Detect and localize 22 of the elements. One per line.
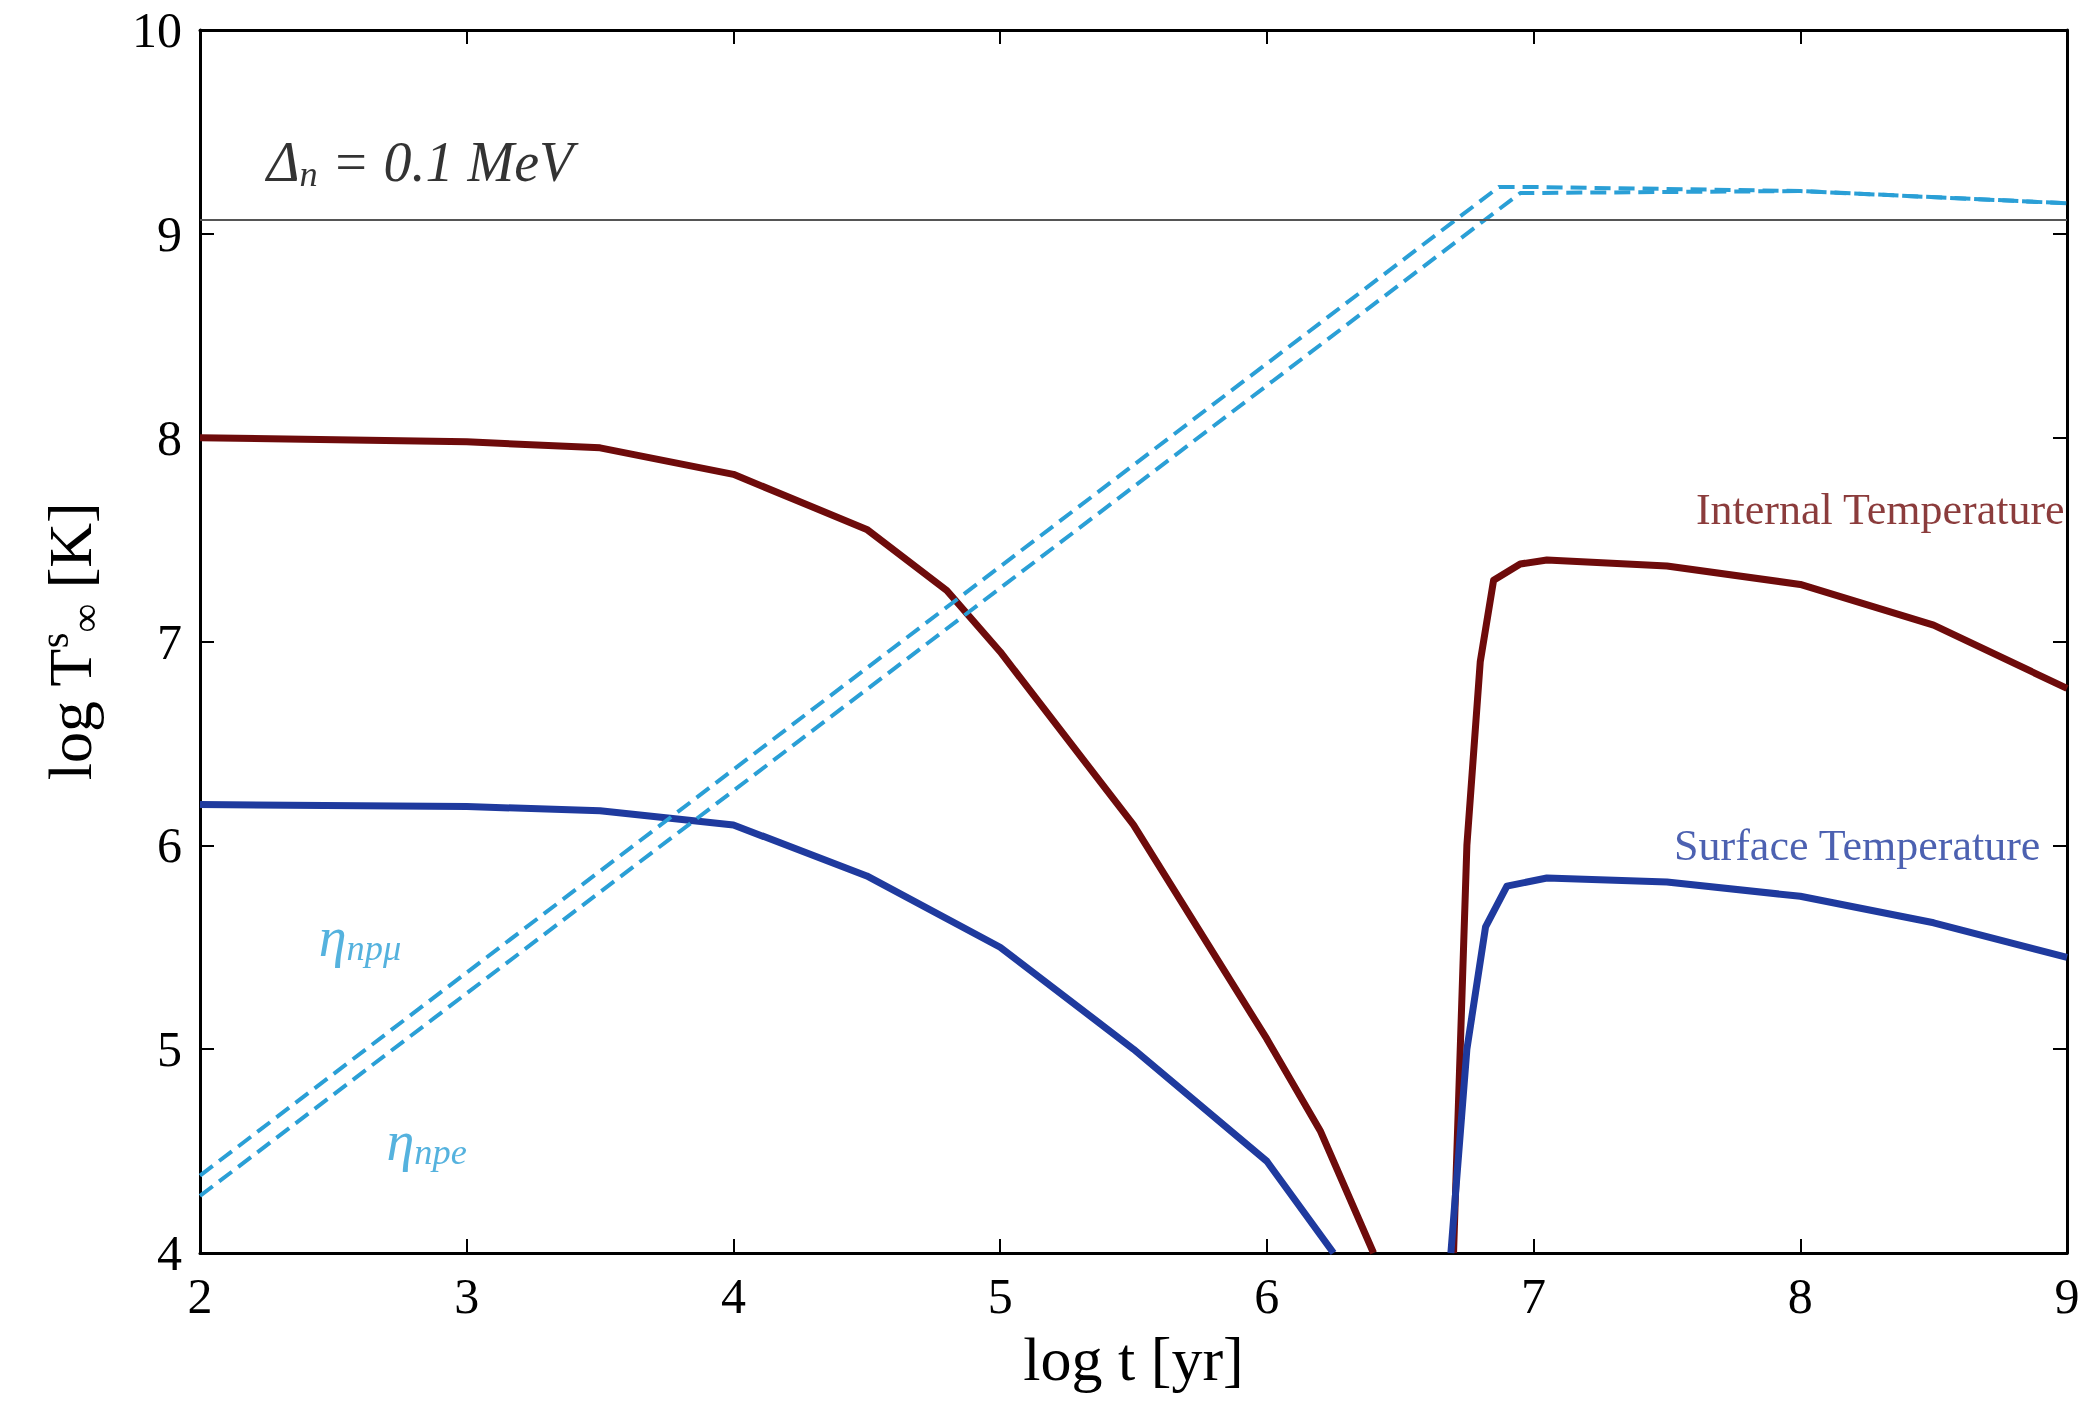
x-tick-label: 6 — [1254, 1268, 1280, 1324]
annotation: Surface Temperature — [1674, 820, 2041, 870]
annotation: ηnpμ — [318, 906, 402, 969]
y-axis-title: log Ts∞ [K] — [31, 502, 108, 781]
y-tick-label: 5 — [157, 1021, 182, 1078]
y-tick-label: 6 — [157, 817, 182, 874]
annotation: Internal Temperature — [1695, 484, 2065, 534]
x-tick-label: 3 — [454, 1268, 480, 1324]
y-tick-label: 9 — [157, 205, 182, 262]
x-tick-label: 7 — [1521, 1268, 1547, 1324]
x-tick-label: 9 — [2054, 1268, 2080, 1324]
y-tick-label: 10 — [132, 2, 182, 58]
y-tick-label: 7 — [157, 613, 182, 670]
x-tick-label: 8 — [1787, 1268, 1813, 1324]
annotation: ηnpe — [386, 1109, 467, 1173]
y-tick-label: 4 — [157, 1225, 182, 1281]
y-tick-label: 8 — [157, 409, 182, 466]
x-tick-label: 5 — [987, 1268, 1013, 1324]
annotation: Δn = 0.1 MeV — [264, 131, 580, 194]
x-tick-label: 4 — [720, 1268, 746, 1324]
x-tick-label: 2 — [187, 1268, 213, 1324]
x-axis-title: log t [yr] — [1023, 1325, 1244, 1393]
